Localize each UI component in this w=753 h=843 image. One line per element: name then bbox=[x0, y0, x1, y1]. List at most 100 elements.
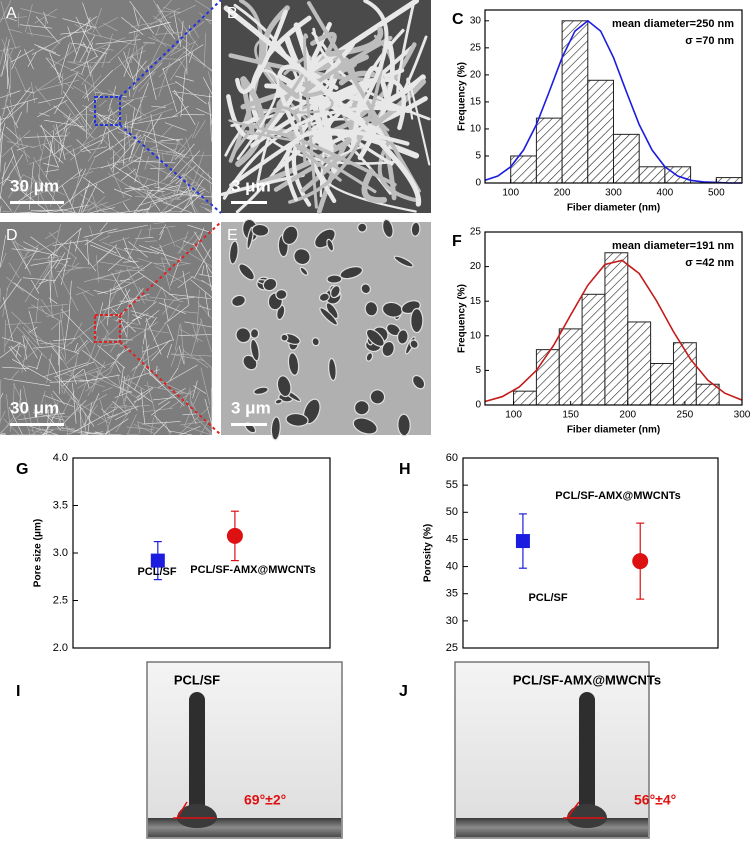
fit-curve bbox=[484, 259, 743, 403]
fiber bbox=[357, 40, 395, 161]
fiber bbox=[6, 17, 18, 22]
pore bbox=[270, 416, 281, 441]
fiber bbox=[126, 396, 138, 411]
fiber bbox=[0, 205, 2, 214]
fiber bbox=[42, 429, 54, 436]
fiber bbox=[97, 408, 130, 426]
bar bbox=[695, 383, 720, 406]
fiber bbox=[63, 113, 71, 132]
fiber bbox=[191, 160, 213, 180]
fiber bbox=[51, 415, 71, 418]
droplet bbox=[177, 804, 217, 828]
fiber bbox=[129, 115, 179, 125]
fiber bbox=[108, 86, 117, 112]
y-tick-label: 0 bbox=[475, 178, 481, 189]
pore bbox=[409, 339, 419, 349]
pore bbox=[235, 327, 252, 344]
x-tick-label: 400 bbox=[657, 188, 674, 199]
fiber bbox=[160, 100, 176, 109]
y-tick-label: 30 bbox=[446, 615, 458, 627]
fiber bbox=[69, 168, 87, 203]
fiber bbox=[57, 376, 80, 402]
fiber bbox=[55, 123, 66, 161]
fiber bbox=[75, 339, 88, 353]
fiber bbox=[192, 242, 213, 274]
fiber bbox=[130, 350, 158, 372]
plot-frame bbox=[484, 9, 743, 184]
fiber bbox=[58, 71, 80, 84]
fiber bbox=[183, 173, 210, 194]
fiber bbox=[43, 11, 48, 24]
fiber bbox=[139, 245, 182, 261]
fiber bbox=[136, 421, 159, 430]
x-tick-label: 100 bbox=[505, 410, 522, 421]
fiber bbox=[50, 116, 74, 133]
fiber bbox=[103, 22, 118, 32]
fiber bbox=[37, 173, 42, 191]
pore bbox=[360, 283, 372, 295]
fiber bbox=[60, 131, 71, 142]
pore bbox=[393, 255, 414, 268]
fiber bbox=[39, 112, 50, 117]
fiber bbox=[203, 32, 207, 68]
fiber bbox=[152, 140, 165, 143]
fiber bbox=[148, 224, 152, 239]
fiber bbox=[204, 398, 213, 426]
fiber bbox=[76, 266, 92, 269]
x-axis-label: Fiber diameter (nm) bbox=[567, 425, 660, 436]
fiber bbox=[142, 322, 147, 345]
fiber bbox=[0, 342, 21, 359]
fiber bbox=[180, 323, 185, 365]
fiber bbox=[105, 418, 129, 435]
fiber bbox=[179, 20, 184, 48]
fiber bbox=[159, 230, 164, 241]
fiber bbox=[60, 31, 86, 35]
fiber bbox=[144, 328, 151, 376]
bar bbox=[638, 166, 666, 184]
fiber bbox=[156, 4, 175, 34]
fiber bbox=[169, 57, 186, 81]
fiber bbox=[0, 407, 29, 434]
fiber bbox=[34, 44, 57, 54]
bar bbox=[581, 293, 606, 406]
fiber bbox=[205, 264, 213, 292]
fiber bbox=[93, 145, 114, 158]
panel-label: A bbox=[6, 5, 17, 22]
fiber bbox=[0, 379, 2, 424]
fiber bbox=[91, 198, 131, 214]
fiber bbox=[121, 380, 154, 403]
scale-bar bbox=[10, 201, 64, 204]
fiber bbox=[123, 260, 139, 263]
fiber bbox=[160, 210, 172, 214]
fiber bbox=[135, 386, 153, 398]
fiber bbox=[208, 172, 213, 200]
fiber bbox=[199, 356, 213, 369]
fiber bbox=[143, 56, 161, 71]
fiber bbox=[183, 51, 213, 71]
fiber bbox=[78, 202, 108, 214]
fiber bbox=[200, 367, 211, 406]
fiber bbox=[43, 163, 58, 168]
fiber bbox=[0, 235, 7, 268]
fiber bbox=[153, 286, 163, 304]
fiber bbox=[27, 52, 37, 67]
fiber bbox=[58, 320, 61, 366]
fiber bbox=[67, 16, 98, 38]
fiber bbox=[71, 256, 77, 267]
bar bbox=[672, 342, 697, 406]
fiber bbox=[205, 18, 213, 22]
pore bbox=[330, 285, 341, 299]
fiber bbox=[58, 273, 79, 312]
fiber bbox=[151, 105, 166, 108]
x-tick-label: 100 bbox=[502, 188, 519, 199]
fiber bbox=[114, 405, 150, 409]
fiber bbox=[152, 188, 196, 204]
fiber bbox=[144, 156, 150, 170]
fiber bbox=[116, 96, 147, 104]
fit-curve bbox=[484, 19, 742, 184]
y-tick-label: 2.0 bbox=[53, 642, 68, 654]
fiber bbox=[61, 427, 103, 436]
annotation: σ =70 nm bbox=[685, 35, 734, 47]
fiber bbox=[67, 61, 111, 63]
fiber bbox=[107, 89, 147, 117]
